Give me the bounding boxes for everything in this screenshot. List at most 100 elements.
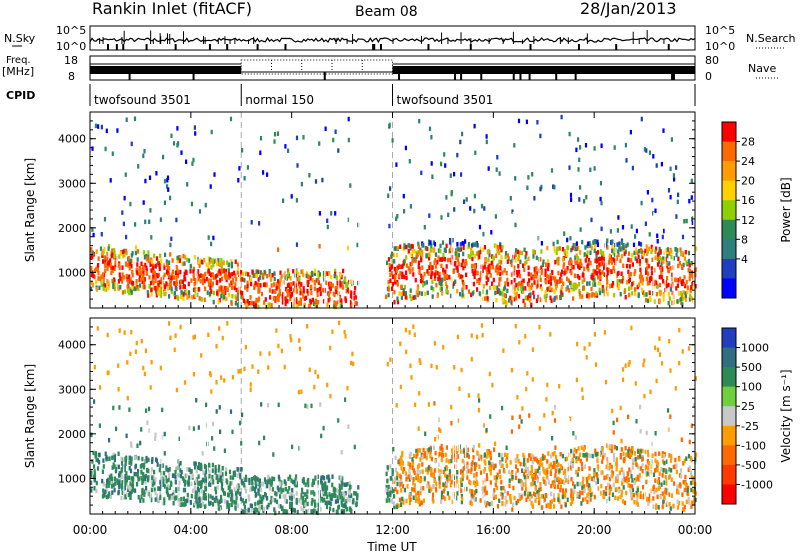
power-cell: [141, 268, 144, 273]
power-cell: [619, 258, 622, 263]
velocity-cell: [690, 504, 693, 509]
power-cell: [299, 288, 302, 293]
power-cell: [285, 295, 288, 301]
velocity-cell: [289, 474, 292, 480]
power-cell: [419, 278, 422, 284]
power-cell: [124, 172, 127, 177]
power-cell: [641, 274, 644, 280]
power-cell: [233, 285, 236, 291]
velocity-cell: [150, 467, 153, 472]
velocity-cell: [489, 470, 492, 476]
power-cell: [646, 266, 649, 271]
velocity-cell: [302, 499, 305, 505]
power-cell: [564, 268, 567, 273]
velocity-cell: [250, 503, 253, 509]
power-cell: [637, 282, 640, 287]
power-cell: [471, 268, 474, 274]
power-cell: [135, 279, 138, 284]
power-cell: [281, 295, 284, 300]
velocity-cell: [473, 466, 476, 471]
power-cell: [648, 232, 651, 237]
power-cell: [613, 268, 616, 274]
power-cell: [644, 248, 647, 254]
velocity-cell: [393, 504, 396, 510]
velocity-cell: [188, 425, 191, 431]
velocity-cell: [323, 497, 326, 503]
power-cell: [533, 267, 536, 272]
velocity-cell: [433, 437, 437, 442]
velocity-cell: [242, 479, 245, 484]
power-cell: [645, 244, 648, 249]
power-cell: [600, 226, 603, 232]
power-cell: [460, 262, 463, 268]
power-cell: [639, 278, 642, 284]
power-cell: [114, 262, 117, 268]
power-cell: [109, 262, 112, 267]
velocity-cell: [583, 488, 586, 494]
velocity-cell: [258, 504, 261, 510]
velocity-cell: [211, 468, 214, 473]
power-cell: [473, 263, 476, 268]
velocity-cell: [458, 386, 461, 391]
velocity-cell: [395, 504, 398, 510]
power-cell: [204, 271, 207, 277]
power-cell: [593, 248, 596, 254]
power-cell: [471, 291, 474, 296]
power-cell: [394, 277, 397, 282]
velocity-cell: [602, 490, 605, 495]
power-cell: [600, 200, 603, 206]
power-cell: [171, 272, 174, 277]
power-cell: [318, 141, 321, 146]
velocity-cell: [545, 474, 548, 479]
power-cell: [194, 288, 197, 294]
velocity-cell: [389, 476, 392, 481]
power-cell: [602, 261, 606, 266]
power-cell: [605, 286, 608, 291]
power-cell: [300, 181, 303, 187]
velocity-cell: [211, 421, 215, 427]
velocity-cell: [137, 455, 140, 461]
velocity-cell: [386, 465, 389, 470]
velocity-cell: [605, 486, 608, 491]
power-cell: [438, 280, 441, 286]
power-cell: [316, 288, 319, 293]
power-cell: [413, 248, 416, 254]
velocity-cell: [658, 482, 661, 488]
power-cell: [544, 272, 547, 277]
velocity-cell: [231, 375, 235, 380]
velocity-cell: [455, 457, 458, 463]
velocity-cell: [486, 451, 489, 456]
velocity-cell: [393, 494, 396, 499]
velocity-cell: [516, 395, 519, 400]
velocity-cell: [530, 464, 533, 470]
power-cell: [646, 249, 649, 254]
power-cell: [662, 256, 665, 261]
power-cell: [449, 238, 452, 243]
power-cell: [490, 230, 493, 235]
velocity-cell: [473, 462, 477, 467]
velocity-cell: [177, 481, 181, 486]
velocity-cell: [129, 441, 133, 446]
power-cell: [690, 260, 693, 266]
velocity-cell: [123, 456, 126, 462]
power-cell: [492, 277, 495, 283]
velocity-cell: [331, 492, 334, 498]
velocity-cell: [284, 486, 287, 492]
power-cell: [387, 292, 390, 298]
velocity-cell: [573, 484, 576, 489]
power-cell: [430, 161, 433, 166]
velocity-cell: [669, 414, 672, 419]
velocity-cell: [218, 477, 221, 483]
velocity-cell: [355, 501, 358, 506]
power-cell: [239, 290, 242, 295]
velocity-cell: [300, 506, 303, 511]
velocity-cell: [582, 452, 585, 458]
power-cell: [128, 286, 131, 292]
velocity-cell: [412, 459, 415, 465]
power-cell: [349, 183, 352, 188]
velocity-cell: [283, 364, 286, 370]
power-cell: [389, 278, 392, 283]
power-cell: [121, 210, 124, 215]
velocity-cell: [193, 485, 196, 491]
power-cell: [97, 276, 100, 281]
